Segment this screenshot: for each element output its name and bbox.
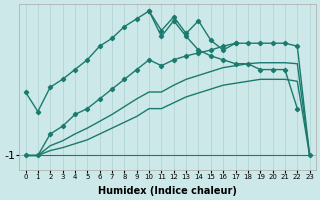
X-axis label: Humidex (Indice chaleur): Humidex (Indice chaleur) [98,186,237,196]
